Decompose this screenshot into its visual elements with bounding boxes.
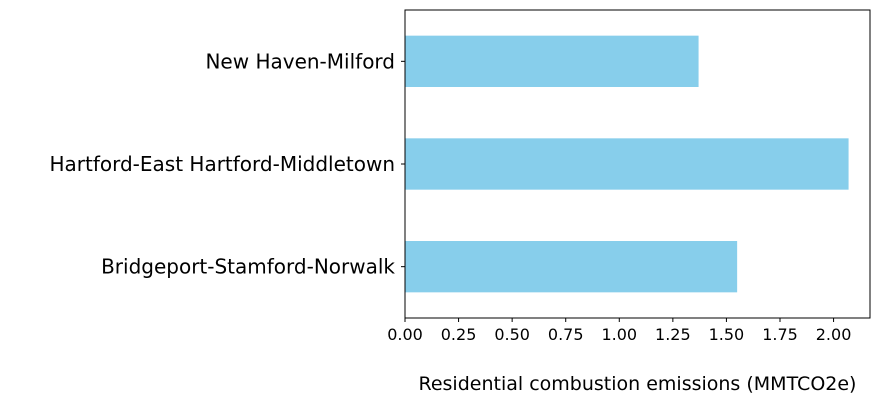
x-tick-label: 1.50 <box>709 325 745 344</box>
x-tick-label: 1.25 <box>655 325 691 344</box>
bar-bridgeport-stamford-norwalk <box>405 241 738 293</box>
x-tick-label: 0.25 <box>441 325 477 344</box>
x-tick-label: 0.75 <box>548 325 584 344</box>
x-tick-label: 2.00 <box>816 325 852 344</box>
category-label: Bridgeport-Stamford-Norwalk <box>101 255 395 279</box>
plot-frame <box>404 9 871 319</box>
x-tick-label: 1.00 <box>601 325 637 344</box>
bar-new-haven-milford <box>405 35 699 87</box>
category-label: Hartford-East Hartford-Middletown <box>49 152 395 176</box>
x-tick-label: 0.50 <box>494 325 530 344</box>
bars-group <box>405 35 849 293</box>
category-label: New Haven-Milford <box>205 49 395 73</box>
x-axis-title: Residential combustion emissions (MMTCO2… <box>419 373 857 395</box>
category-labels: New Haven-Milford Hartford-East Hartford-… <box>49 49 405 279</box>
x-tick-label: 0.00 <box>387 325 423 344</box>
bar-hartford-east-hartford-middletown <box>405 138 849 190</box>
x-axis-ticks: 0.00 0.25 0.50 0.75 1.00 1.25 1.50 1.75 2.00 <box>387 318 851 344</box>
x-tick-label: 1.75 <box>762 325 798 344</box>
